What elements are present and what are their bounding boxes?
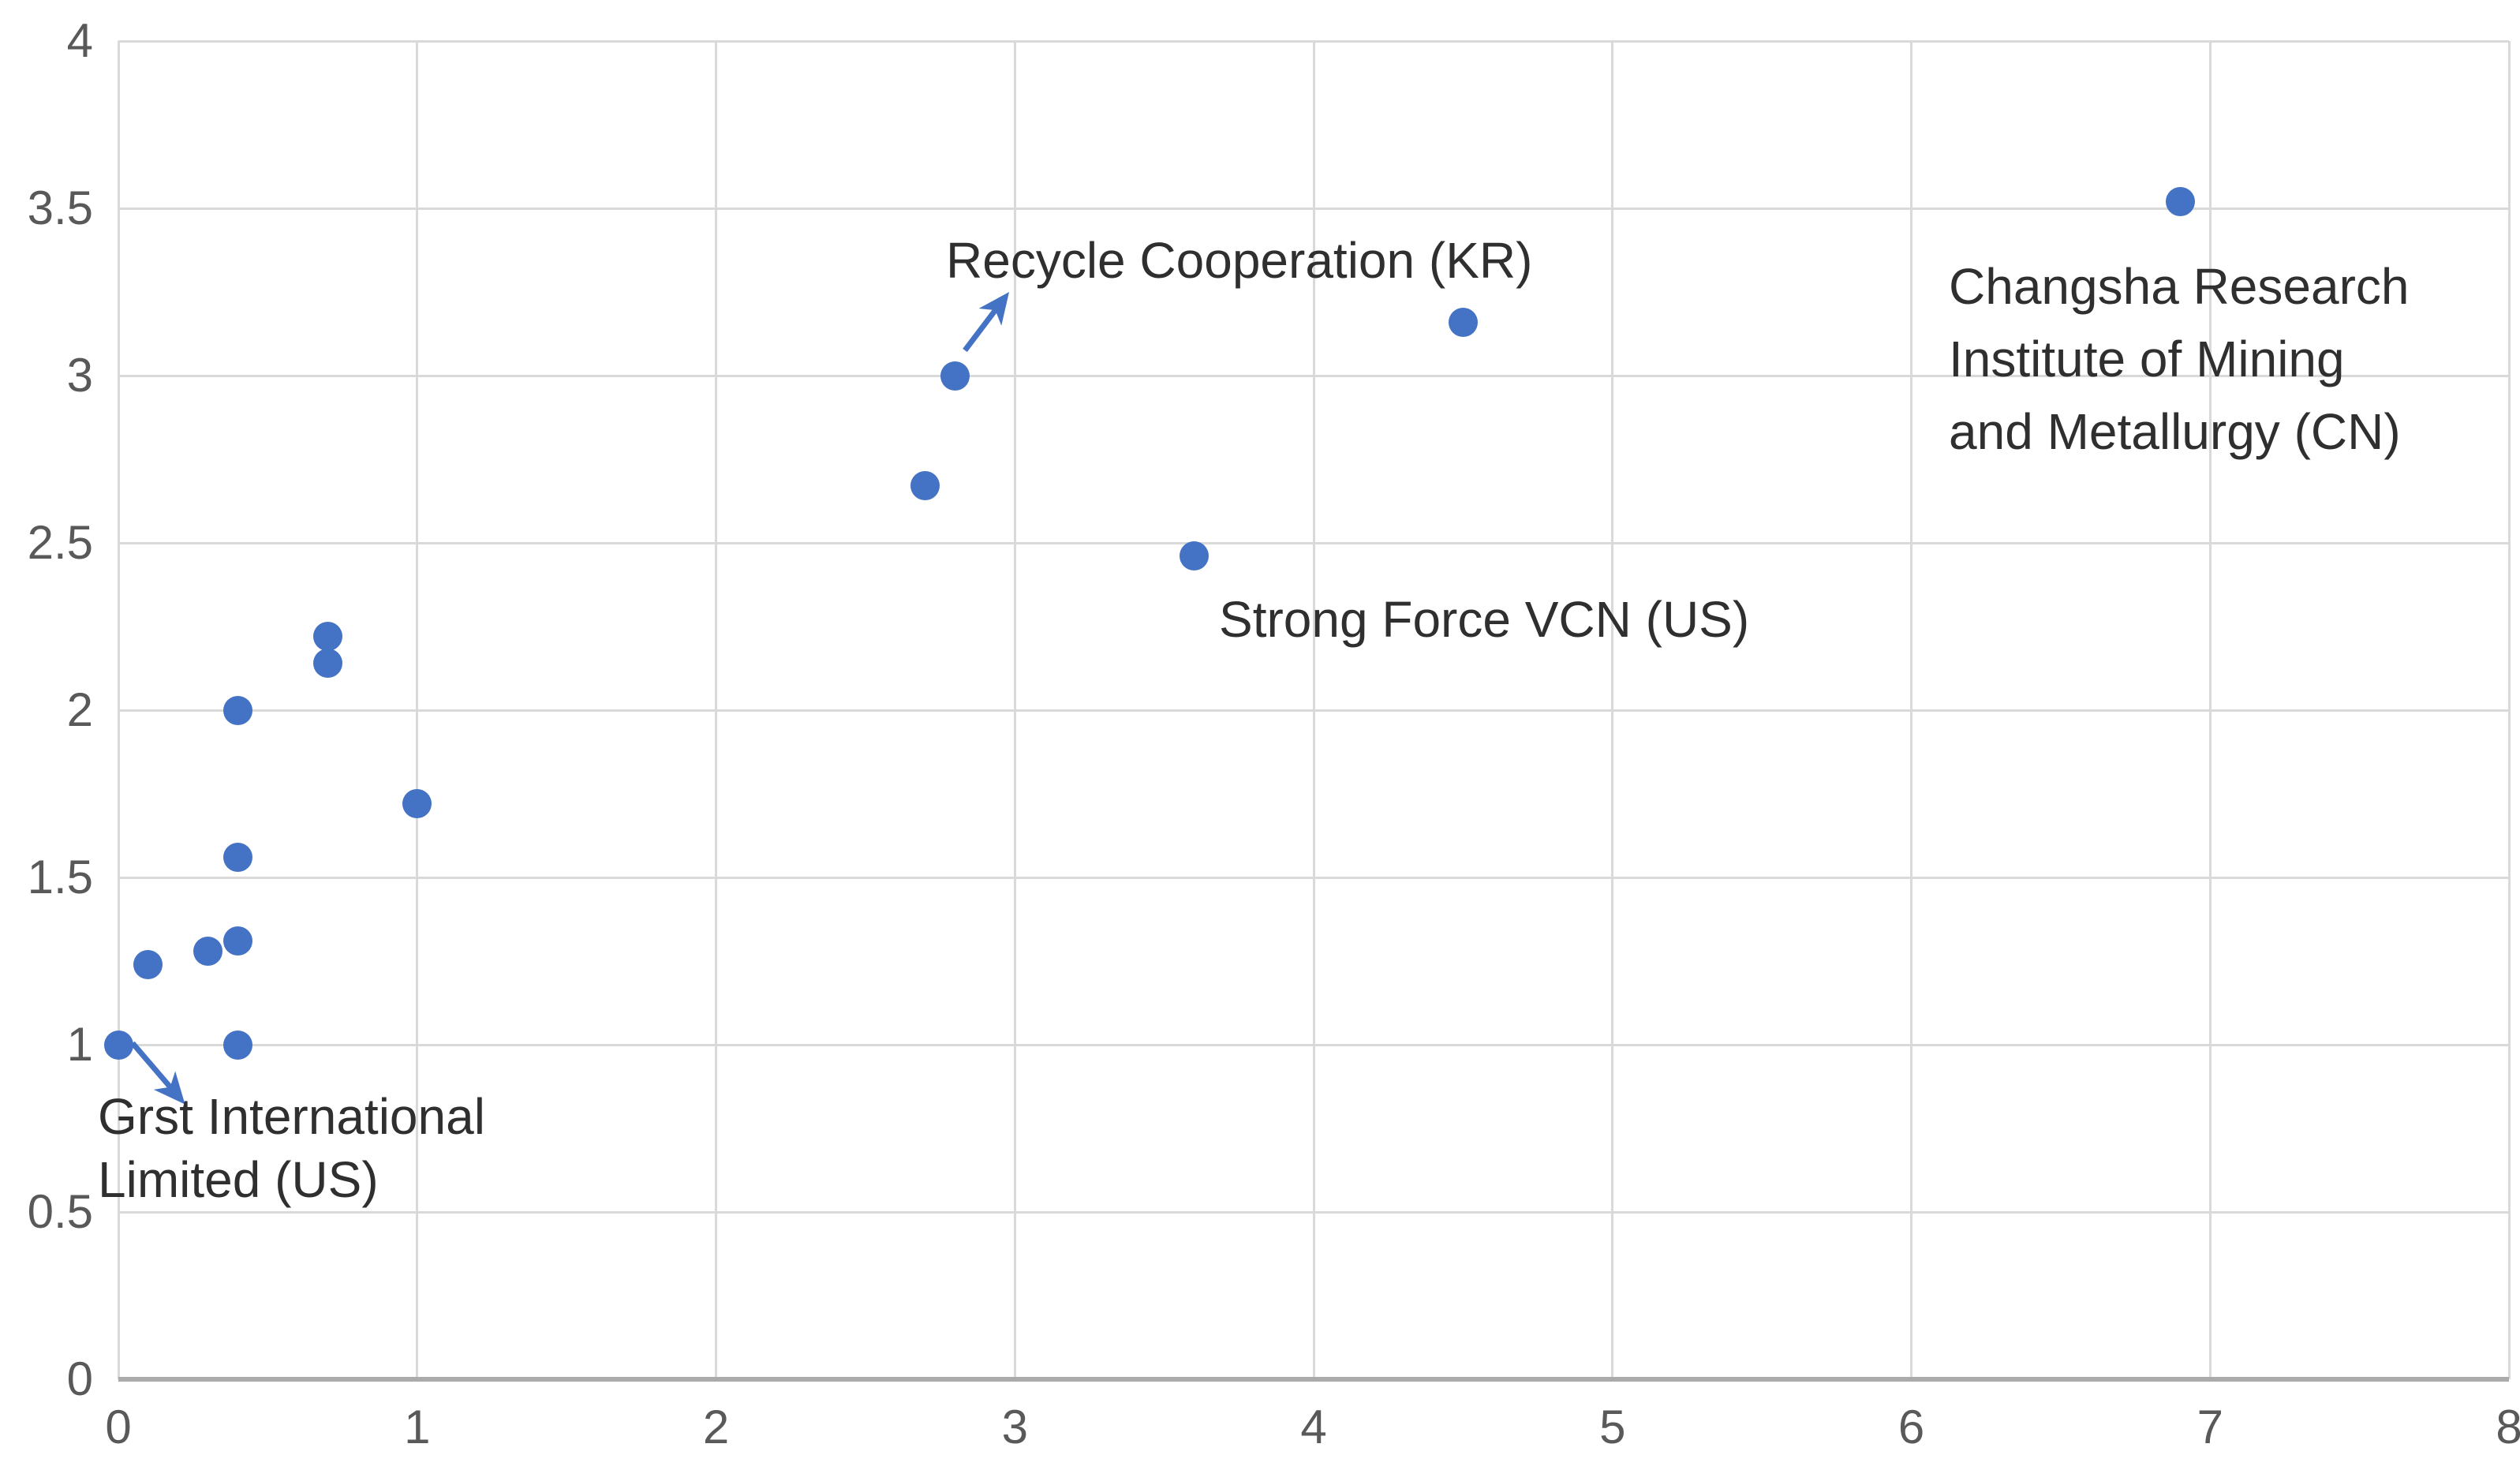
annotation-arrow-recycle-cooperation — [963, 292, 1010, 353]
x-tick-label-5: 5 — [1599, 1401, 1626, 1453]
x-tick-label-8: 8 — [2496, 1401, 2520, 1453]
data-point — [2165, 187, 2195, 217]
data-point — [1448, 307, 1478, 337]
annotation-line: Limited (US) — [98, 1151, 379, 1208]
data-point — [402, 789, 432, 819]
x-tick-label-4: 4 — [1300, 1401, 1327, 1453]
y-gridline-3.5 — [118, 207, 2509, 210]
x-tick-label-1: 1 — [404, 1401, 431, 1453]
y-tick-label-3.5: 3.5 — [27, 181, 93, 234]
data-point — [312, 622, 342, 652]
data-point — [193, 936, 223, 966]
y-tick-label-3: 3 — [66, 349, 93, 402]
y-gridline-0.5 — [118, 1210, 2509, 1214]
x-tick-label-2: 2 — [702, 1401, 730, 1453]
data-point — [312, 649, 342, 679]
data-point — [910, 471, 940, 501]
x-tick-label-6: 6 — [1897, 1401, 1925, 1453]
data-point — [1180, 541, 1209, 571]
data-point — [940, 361, 970, 391]
annotation-line: Grst International — [98, 1088, 485, 1145]
data-point — [223, 1030, 252, 1060]
annotation-changsha-research: Changsha Research Institute of Mining and … — [1949, 250, 2409, 468]
annotation-line: and Metallurgy (CN) — [1949, 403, 2401, 460]
data-point — [223, 695, 252, 725]
y-gridline-1 — [118, 1043, 2509, 1046]
y-tick-label-1.5: 1.5 — [27, 851, 93, 903]
x-gridline-8 — [2507, 41, 2511, 1379]
x-tick-label-7: 7 — [2197, 1401, 2223, 1453]
y-gridline-2 — [118, 709, 2509, 712]
annotation-line: Recycle Cooperation (KR) — [946, 232, 1533, 289]
data-point — [103, 1030, 133, 1060]
x-tick-label-0: 0 — [105, 1401, 132, 1453]
y-tick-label-4: 4 — [66, 14, 93, 67]
y-gridline-3 — [118, 374, 2509, 377]
y-tick-label-2: 2 — [66, 683, 93, 736]
y-tick-label-2.5: 2.5 — [27, 516, 93, 569]
annotation-line: Changsha Research — [1949, 258, 2410, 315]
y-gridline-4 — [118, 39, 2509, 43]
y-tick-label-1: 1 — [66, 1018, 93, 1071]
x-tick-label-3: 3 — [1001, 1401, 1028, 1453]
annotation-grst-international: Grst International Limited (US) — [98, 1085, 485, 1211]
data-point — [223, 926, 252, 956]
annotation-line: Strong Force VCN (US) — [1219, 591, 1750, 648]
data-point — [133, 949, 163, 979]
y-gridline-1.5 — [118, 876, 2509, 879]
x-axis-line — [118, 1377, 2509, 1382]
y-tick-label-0: 0 — [66, 1352, 93, 1405]
data-point — [223, 843, 252, 873]
y-tick-label-0.5: 0.5 — [27, 1185, 93, 1238]
annotation-recycle-cooperation: Recycle Cooperation (KR) — [946, 229, 1532, 292]
y-gridline-2.5 — [118, 541, 2509, 544]
annotation-line: Institute of Mining — [1949, 331, 2345, 387]
annotation-strong-force: Strong Force VCN (US) — [1219, 588, 1749, 651]
